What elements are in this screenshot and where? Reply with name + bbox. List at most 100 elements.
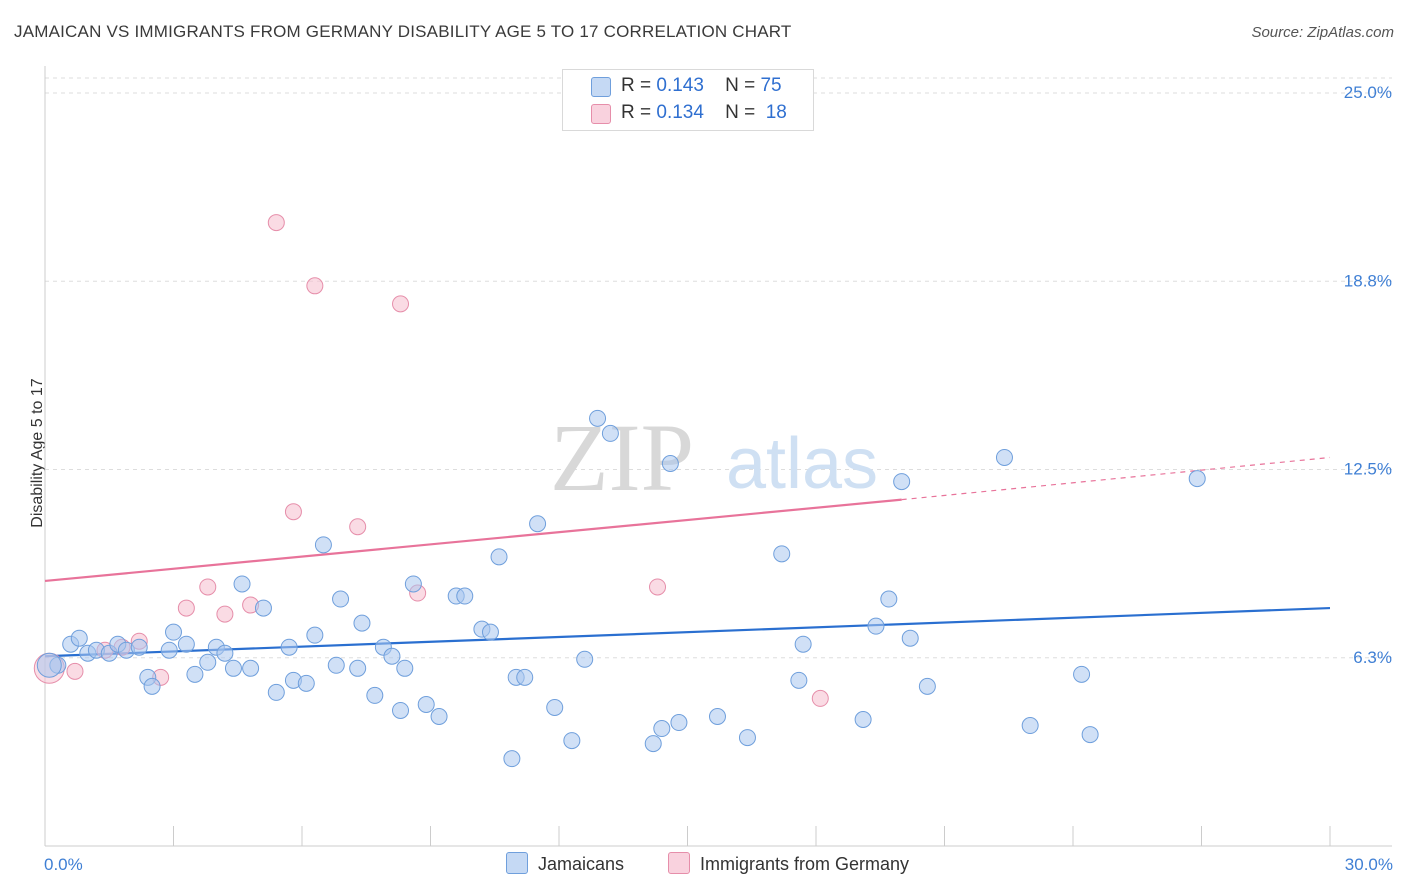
point-jamaicans bbox=[216, 644, 234, 662]
point-jamaicans bbox=[297, 674, 315, 692]
point-jamaicans bbox=[242, 659, 260, 677]
bottom-legend-swatch-blue bbox=[506, 852, 528, 874]
chart-title: JAMAICAN VS IMMIGRANTS FROM GERMANY DISA… bbox=[14, 22, 792, 41]
point-jamaicans bbox=[353, 614, 371, 632]
point-jamaicans bbox=[670, 714, 688, 732]
point-jamaicans bbox=[186, 665, 204, 683]
point-germany bbox=[216, 605, 234, 623]
point-germany bbox=[267, 214, 285, 232]
tick-labels: 6.3% 12.5% 18.8% 25.0% 0.0% 30.0% bbox=[44, 83, 1393, 874]
y-tick-label: 25.0% bbox=[1344, 83, 1392, 102]
point-germany bbox=[811, 689, 829, 707]
point-jamaicans bbox=[143, 677, 161, 695]
legend-swatch-pink bbox=[591, 104, 611, 124]
point-jamaicans bbox=[456, 587, 474, 605]
trend-line-jamaicans bbox=[44, 606, 1331, 658]
point-jamaicans bbox=[392, 701, 410, 719]
point-jamaicans bbox=[893, 473, 911, 491]
point-germany bbox=[349, 518, 367, 536]
legend-text-jamaicans: R = 0.143 N = 75 bbox=[621, 75, 782, 96]
axes bbox=[44, 66, 1392, 847]
point-jamaicans bbox=[332, 590, 350, 608]
point-germany bbox=[284, 503, 302, 521]
point-jamaicans bbox=[165, 623, 182, 641]
legend-swatch-blue bbox=[591, 77, 611, 97]
point-germany bbox=[199, 578, 217, 596]
point-jamaicans bbox=[918, 677, 936, 695]
point-jamaicans bbox=[995, 448, 1013, 466]
point-jamaicans bbox=[1081, 726, 1099, 744]
point-jamaicans bbox=[644, 735, 662, 753]
bottom-legend-germany: Immigrants from Germany bbox=[668, 852, 909, 875]
point-jamaicans bbox=[708, 707, 726, 725]
point-jamaicans bbox=[854, 711, 872, 729]
y-tick-label: 12.5% bbox=[1344, 460, 1392, 479]
point-jamaicans bbox=[790, 671, 808, 689]
point-germany bbox=[177, 599, 195, 617]
point-jamaicans bbox=[130, 638, 148, 656]
point-jamaicans bbox=[481, 623, 499, 641]
source-label: Source: ZipAtlas.com bbox=[1251, 24, 1394, 41]
point-jamaicans bbox=[36, 652, 62, 678]
point-jamaicans bbox=[490, 548, 508, 566]
point-jamaicans bbox=[661, 455, 679, 473]
bottom-legend-jamaicans: Jamaicans bbox=[506, 852, 624, 875]
point-jamaicans bbox=[396, 659, 414, 677]
point-jamaicans bbox=[177, 635, 195, 653]
point-jamaicans bbox=[576, 650, 594, 668]
trend-line-germany-extension bbox=[901, 456, 1331, 501]
point-jamaicans bbox=[1188, 470, 1206, 488]
point-jamaicans bbox=[233, 575, 251, 593]
point-germany bbox=[306, 277, 324, 295]
y-tick-label: 18.8% bbox=[1344, 271, 1392, 290]
x-tick-label: 30.0% bbox=[1345, 855, 1393, 874]
point-jamaicans bbox=[430, 707, 448, 725]
stats-legend: R = 0.143 N = 75 R = 0.134 N = 18 bbox=[562, 69, 814, 131]
point-jamaicans bbox=[160, 641, 178, 659]
point-germany bbox=[649, 578, 667, 596]
point-jamaicans bbox=[314, 536, 332, 554]
trend-line-germany bbox=[44, 498, 902, 583]
point-jamaicans bbox=[901, 629, 919, 647]
point-jamaicans bbox=[880, 590, 898, 608]
point-jamaicans bbox=[546, 698, 564, 716]
point-jamaicans bbox=[366, 686, 384, 704]
point-jamaicans bbox=[503, 750, 521, 768]
watermark: ZIP atlas bbox=[550, 404, 878, 511]
data-points bbox=[33, 214, 1206, 768]
point-jamaicans bbox=[563, 732, 581, 750]
point-germany bbox=[392, 295, 410, 313]
point-jamaicans bbox=[267, 683, 285, 701]
point-jamaicans bbox=[70, 629, 88, 647]
point-jamaicans bbox=[1021, 717, 1039, 735]
point-jamaicans bbox=[1073, 665, 1091, 683]
point-jamaicans bbox=[601, 424, 619, 442]
y-tick-label: 6.3% bbox=[1353, 648, 1392, 667]
point-jamaicans bbox=[254, 599, 272, 617]
point-jamaicans bbox=[383, 647, 401, 665]
point-germany bbox=[66, 662, 84, 680]
point-jamaicans bbox=[224, 659, 242, 677]
point-jamaicans bbox=[280, 638, 298, 656]
point-jamaicans bbox=[516, 668, 534, 686]
trend-lines bbox=[44, 456, 1331, 658]
point-jamaicans bbox=[738, 729, 756, 747]
grid-lines bbox=[45, 77, 1392, 659]
point-jamaicans bbox=[589, 409, 607, 427]
point-jamaicans bbox=[327, 656, 345, 674]
bottom-legend-label-germany: Immigrants from Germany bbox=[700, 854, 910, 874]
point-jamaicans bbox=[529, 515, 547, 533]
x-tick-label: 0.0% bbox=[44, 855, 83, 874]
point-jamaicans bbox=[417, 695, 435, 713]
bottom-legend-swatch-pink bbox=[668, 852, 690, 874]
watermark-atlas: atlas bbox=[726, 424, 878, 504]
point-jamaicans bbox=[773, 545, 791, 563]
point-jamaicans bbox=[794, 635, 812, 653]
legend-text-germany: R = 0.134 N = 18 bbox=[621, 102, 787, 123]
point-jamaicans bbox=[199, 653, 217, 671]
point-jamaicans bbox=[867, 617, 885, 635]
point-jamaicans bbox=[653, 720, 671, 738]
point-jamaicans bbox=[404, 575, 422, 593]
point-jamaicans bbox=[306, 626, 324, 644]
